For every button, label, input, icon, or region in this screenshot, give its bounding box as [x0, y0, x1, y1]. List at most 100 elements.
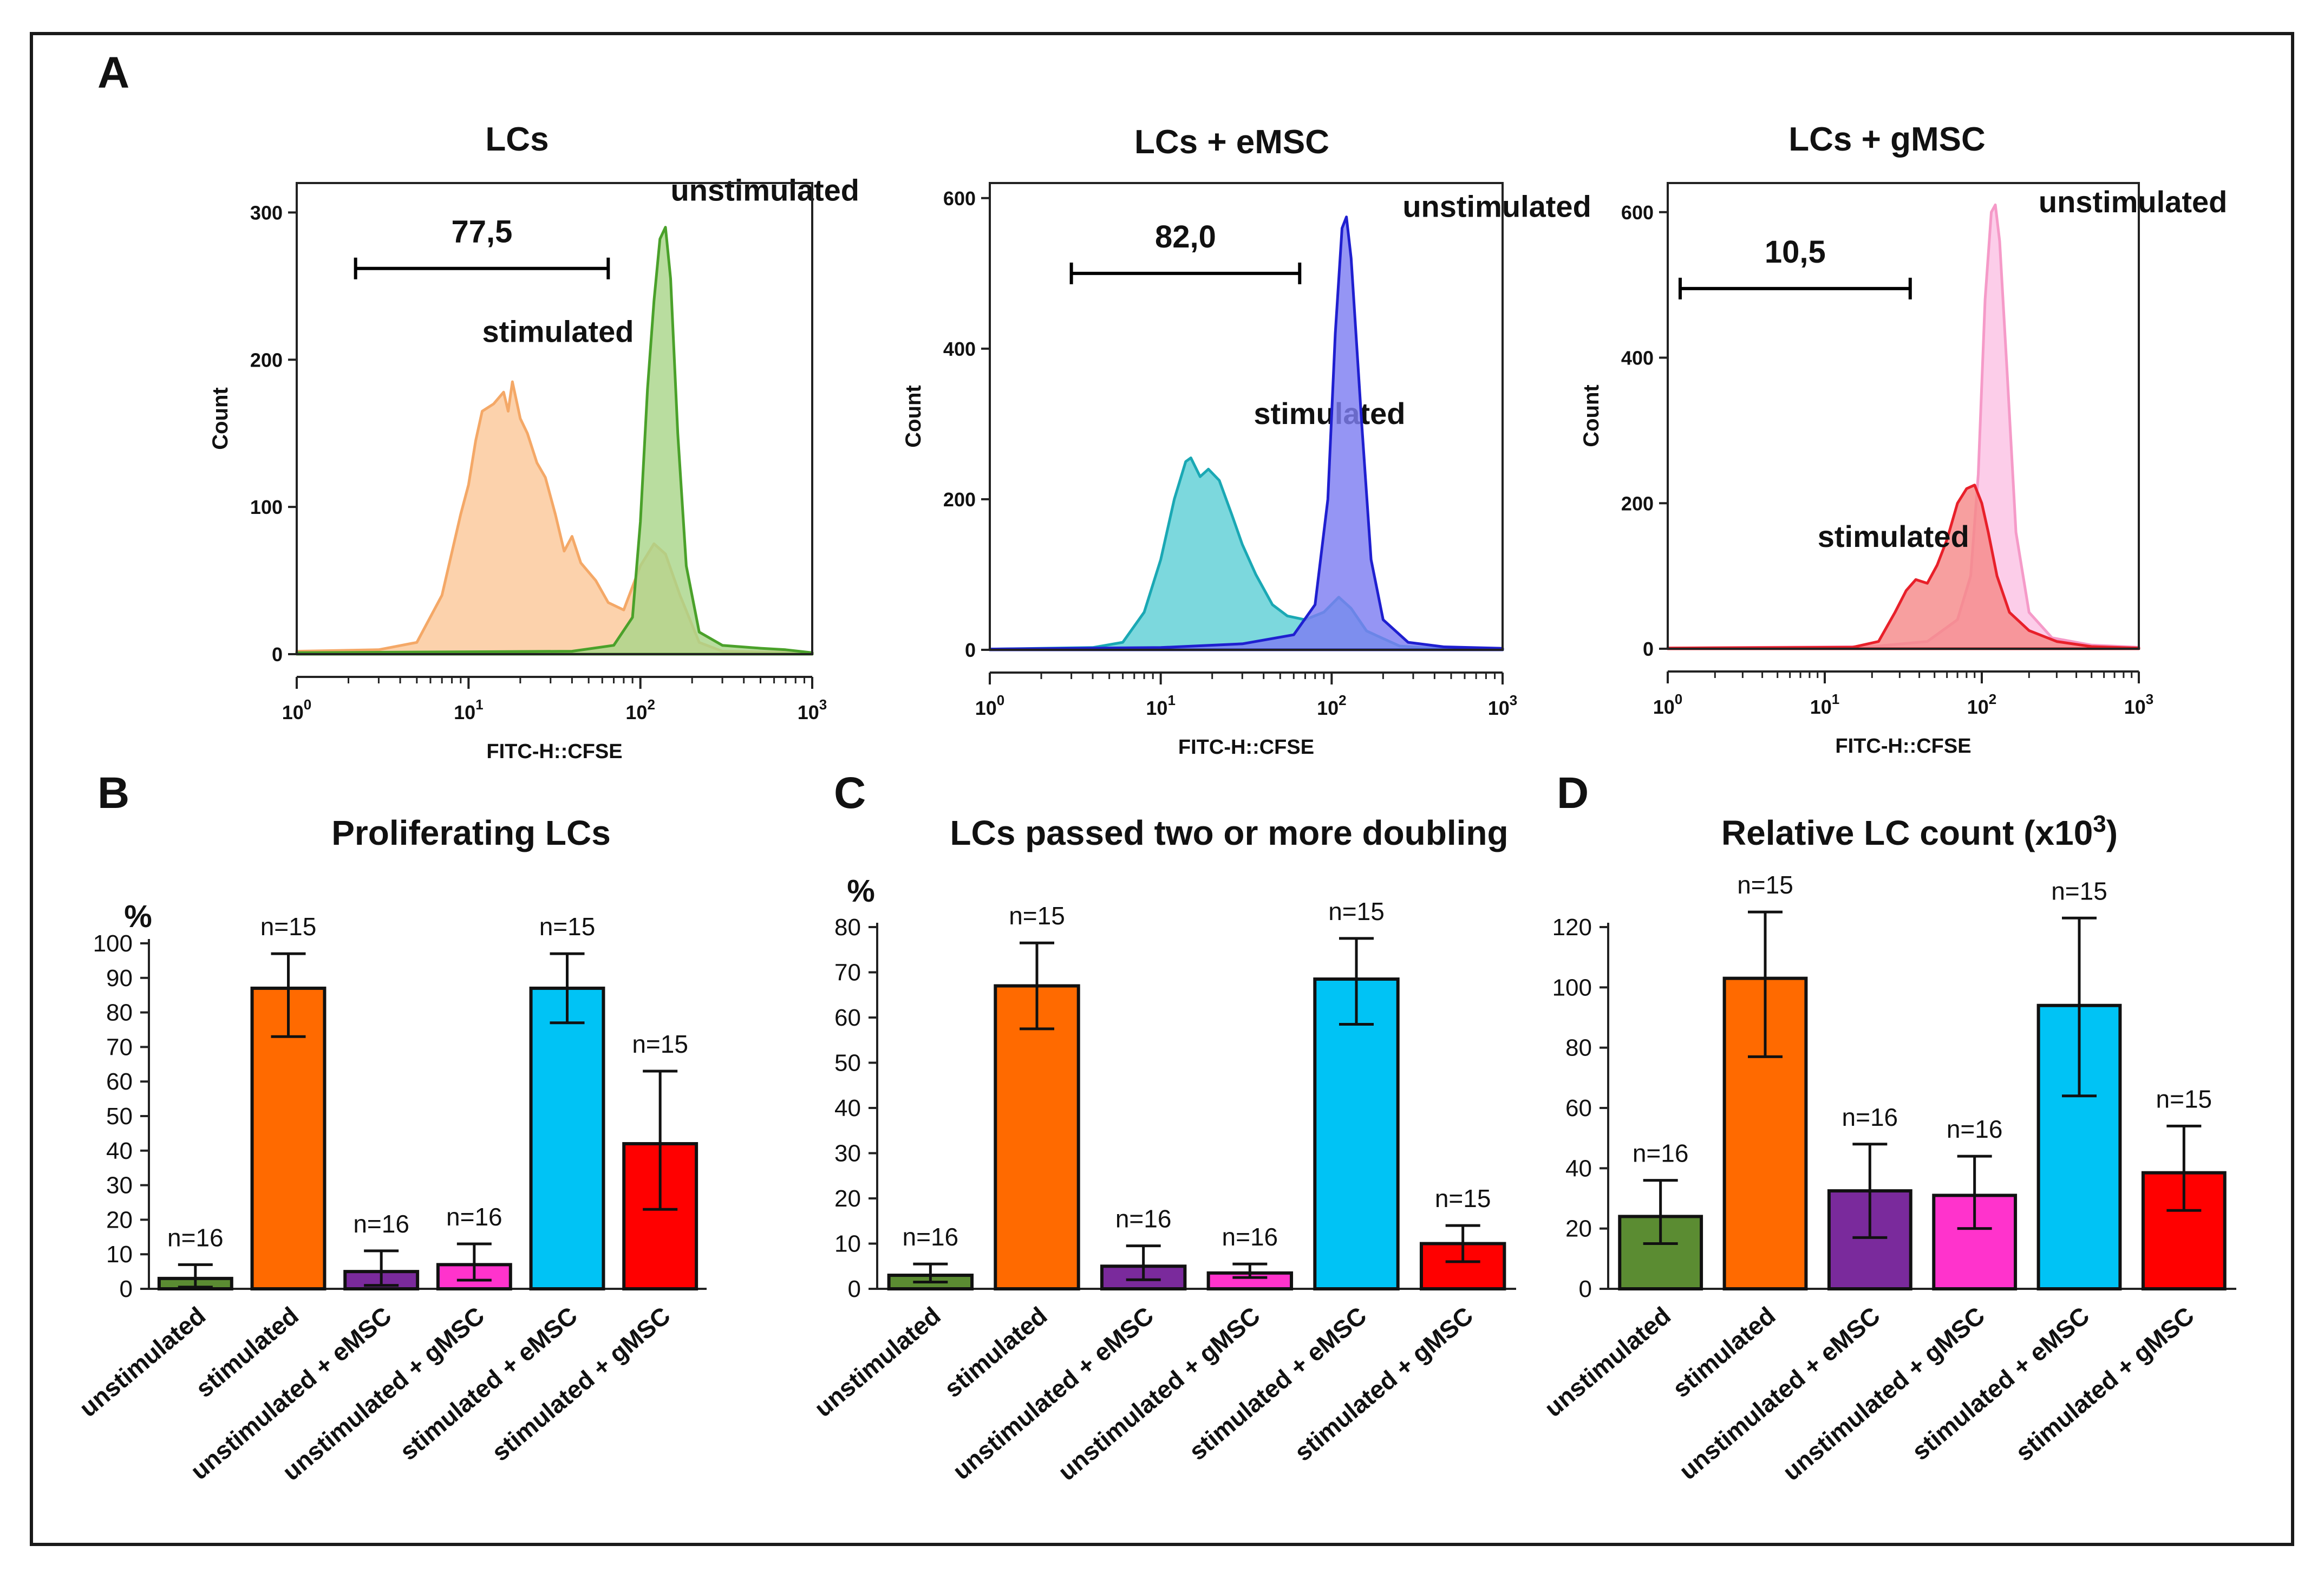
y-tick-label: 400	[1621, 347, 1654, 369]
y-tick-label: 200	[1621, 492, 1654, 514]
x-tick-label-exp: 1	[1832, 691, 1839, 707]
y-tick-label: 0	[965, 639, 976, 661]
x-tick-label-base: 10	[1317, 697, 1339, 719]
y-tick-label: 0	[1643, 638, 1654, 660]
x-tick-label-exp: 2	[647, 696, 655, 713]
panel-label-b: B	[97, 768, 129, 818]
series-label-unstimulated: unstimulated	[1402, 190, 1591, 224]
sample-size-label: n=15	[539, 912, 596, 941]
bar-chart-title-text: Proliferating LCs	[331, 813, 611, 852]
y-tick-label: 50	[834, 1050, 861, 1077]
x-axis-label: FITC-H::CFSE	[1178, 736, 1314, 759]
bar-chart-title-text: Relative LC count (x10	[1721, 813, 2093, 852]
x-tick-label-exp: 0	[304, 696, 311, 713]
x-tick-label-exp: 3	[2146, 691, 2153, 707]
sample-size-label: n=16	[1633, 1139, 1689, 1168]
x-tick-label-base: 10	[798, 701, 819, 723]
x-tick-label-exp: 2	[1339, 692, 1346, 708]
x-tick-label-exp: 1	[475, 696, 483, 713]
sample-size-label: n=16	[446, 1203, 502, 1231]
x-tick-label: 103	[2124, 691, 2154, 718]
bar-stimulated	[994, 984, 1080, 1291]
gate-percentage-label: 82,0	[1155, 219, 1216, 255]
bar-chart-title-end: )	[2106, 813, 2118, 852]
histogram-plot-frame	[296, 182, 813, 655]
y-tick-label: 30	[834, 1140, 861, 1167]
y-tick-label: 90	[106, 965, 133, 992]
y-tick-label: 0	[120, 1276, 133, 1302]
x-tick-label: 102	[625, 696, 655, 723]
x-tick-label-exp: 1	[1167, 692, 1175, 708]
sample-size-label: n=16	[1947, 1115, 2003, 1143]
series-label-unstimulated: unstimulated	[671, 173, 859, 207]
sample-size-label: n=15	[1737, 871, 1793, 899]
y-tick-label: 400	[943, 338, 976, 360]
x-tick-label-base: 10	[282, 701, 304, 723]
sample-size-label: n=15	[260, 912, 317, 941]
bar-chart-title-text: LCs passed two or more doubling	[950, 813, 1508, 852]
x-tick-label-exp: 0	[997, 692, 1004, 708]
x-tick-label-base: 10	[975, 697, 997, 719]
y-tick-label: 70	[106, 1034, 133, 1060]
sample-size-label: n=16	[1222, 1223, 1278, 1251]
bar-chart-title-superscript: 3	[2093, 811, 2106, 837]
y-axis-label: Count	[1579, 384, 1603, 447]
y-axis-label: Count	[902, 385, 925, 448]
y-tick-label: 20	[834, 1185, 861, 1212]
y-tick-label: 40	[1565, 1155, 1592, 1182]
series-label-stimulated: stimulated	[482, 315, 634, 349]
y-tick-label: 0	[848, 1276, 861, 1302]
y-tick-label: 200	[943, 488, 976, 511]
y-tick-label: 120	[1552, 914, 1592, 941]
x-axis-label: FITC-H::CFSE	[1835, 735, 1971, 758]
y-tick-label: 0	[1579, 1276, 1592, 1302]
bar-unstimulated-gmsc	[1206, 1271, 1294, 1290]
series-label-stimulated: stimulated	[1254, 396, 1405, 431]
y-tick-label: 50	[106, 1103, 133, 1130]
x-tick-label-base: 10	[454, 701, 475, 723]
x-tick-label-base: 10	[1653, 696, 1675, 718]
x-tick-label-base: 10	[1810, 696, 1832, 718]
y-tick-label: 60	[834, 1005, 861, 1031]
y-tick-label: 30	[106, 1172, 133, 1199]
y-tick-label: 60	[106, 1068, 133, 1095]
x-tick-label-base: 10	[1488, 697, 1510, 719]
y-tick-label: 600	[943, 187, 976, 210]
x-tick-label: 101	[454, 696, 484, 723]
sample-size-label: n=15	[2051, 877, 2107, 905]
x-tick-label: 100	[1653, 691, 1683, 718]
histogram-lcs-gmsc: LCs + gMSC unstimulated stimulated 10,5 0 200…	[1579, 121, 2227, 758]
y-axis-label: Count	[208, 387, 232, 450]
x-tick-label: 103	[798, 696, 827, 723]
sample-size-label: n=16	[353, 1210, 409, 1238]
y-tick-label: 80	[834, 914, 861, 941]
x-tick-label: 102	[1317, 692, 1347, 719]
x-tick-label-base: 10	[625, 701, 647, 723]
x-tick-label: 101	[1146, 692, 1176, 719]
y-tick-label: 10	[834, 1231, 861, 1257]
x-tick-label: 101	[1810, 691, 1840, 718]
sample-size-label: n=15	[1435, 1184, 1491, 1212]
panel-label-a: A	[97, 48, 129, 97]
x-tick-label: 103	[1488, 692, 1518, 719]
y-tick-label: 600	[1621, 201, 1654, 224]
bar-stimulated-emsc	[1313, 977, 1400, 1290]
x-tick-label-exp: 3	[819, 696, 827, 713]
y-tick-label: 300	[250, 201, 283, 224]
y-tick-label: 0	[272, 643, 283, 666]
y-tick-label: 200	[250, 349, 283, 371]
sample-size-label: n=16	[903, 1223, 959, 1251]
bar-chart-title: LCs passed two or more doubling	[950, 813, 1508, 852]
y-axis-unit-label: %	[847, 873, 875, 909]
sample-size-label: n=16	[167, 1223, 224, 1251]
sample-size-label: n=15	[1328, 897, 1385, 925]
panel-label-d: D	[1557, 768, 1589, 818]
gate-percentage-label: 77,5	[452, 214, 513, 250]
sample-size-label: n=16	[1842, 1103, 1898, 1131]
x-tick-label: 102	[1967, 691, 1997, 718]
histogram-series-unstimulated	[295, 226, 814, 656]
sample-size-label: n=15	[2156, 1085, 2212, 1113]
histogram-title: LCs + gMSC	[1788, 121, 1985, 158]
y-tick-label: 100	[1552, 974, 1592, 1001]
